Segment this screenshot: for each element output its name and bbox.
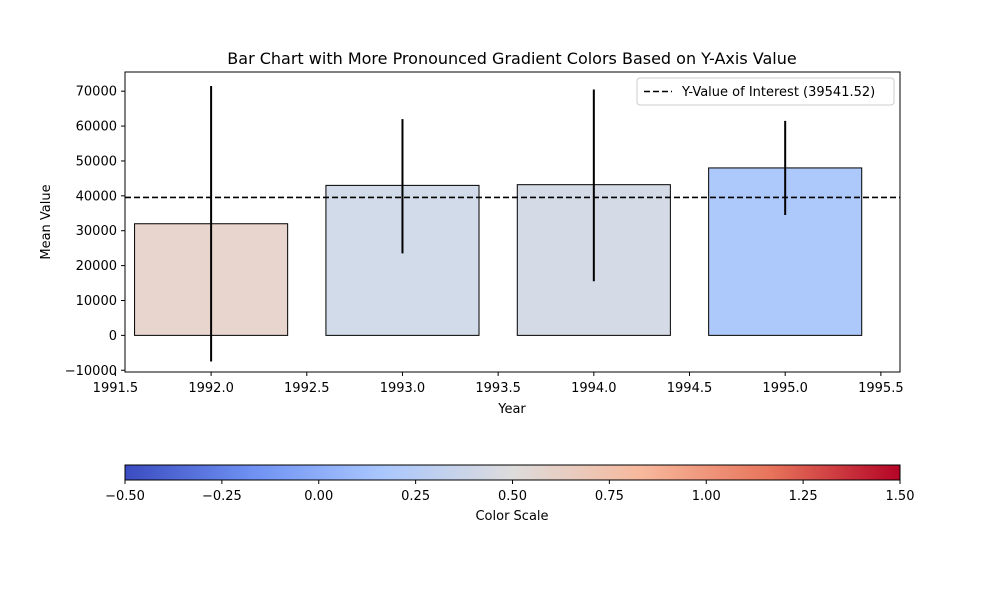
y-tick-label: 40000	[76, 189, 117, 204]
plot-frame	[124, 71, 901, 373]
colorbar-tick-label: 0.00	[304, 489, 333, 504]
colorbar-tick-label: 0.50	[498, 489, 527, 504]
colorbar-label: Color Scale	[475, 509, 548, 524]
colorbar-gradient	[124, 464, 901, 481]
x-axis-label: Year	[497, 402, 526, 417]
x-tick-label: 1994.5	[667, 381, 713, 396]
x-tick-label: 1993.5	[475, 381, 521, 396]
y-tick-label: 20000	[76, 259, 117, 274]
legend-box	[636, 77, 895, 106]
colorbar-tick-label: 0.25	[401, 489, 430, 504]
colorbar-tick-label: 1.25	[789, 489, 818, 504]
y-axis-label: Mean Value	[39, 184, 54, 259]
colorbar-tick-label: −0.25	[202, 489, 242, 504]
plot-area: 1991.5 1992.0 1992.5 1993.0 1993.5 1994.0 1994…	[65, 71, 904, 396]
legend: Y-Value of Interest (39541.52)	[636, 77, 895, 106]
colorbar: −0.50 −0.25 0.00 0.25 0.50 0.75 1.00 1.25 1.50	[105, 464, 915, 504]
x-tick-label: 1995.5	[858, 381, 904, 396]
colorbar-tick-label: −0.50	[105, 489, 145, 504]
y-tick-label: 30000	[76, 224, 117, 239]
y-tick-label: −10000	[65, 364, 117, 379]
chart-title: Bar Chart with More Pronounced Gradient …	[227, 49, 796, 68]
y-tick-label: 10000	[76, 294, 117, 309]
x-tick-label: 1994.0	[571, 381, 617, 396]
y-tick-label: 0	[109, 329, 117, 344]
legend-entry-label: Y-Value of Interest (39541.52)	[681, 85, 875, 100]
colorbar-tick-label: 1.00	[692, 489, 721, 504]
x-tick-label: 1992.0	[188, 381, 234, 396]
y-tick-label: 50000	[76, 154, 117, 169]
x-tick-label: 1991.5	[93, 381, 139, 396]
x-tick-label: 1993.0	[380, 381, 426, 396]
y-tick-label: 70000	[76, 85, 117, 100]
x-tick-label: 1995.0	[762, 381, 808, 396]
colorbar-tick-label: 1.50	[886, 489, 915, 504]
colorbar-tick-label: 0.75	[595, 489, 624, 504]
x-tick-label: 1992.5	[284, 381, 330, 396]
y-tick-label: 60000	[76, 120, 117, 135]
